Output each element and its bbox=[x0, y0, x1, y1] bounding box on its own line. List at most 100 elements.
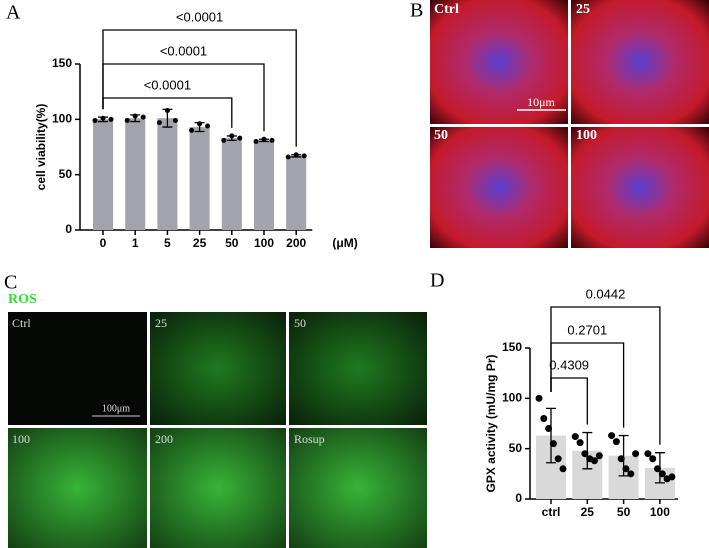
micrograph bbox=[289, 312, 427, 425]
y-axis-label: cell viability(%) bbox=[34, 104, 48, 191]
data-point bbox=[595, 452, 603, 460]
significance-bracket bbox=[550, 306, 661, 445]
p-value-label: 0.2701 bbox=[567, 322, 607, 337]
data-point bbox=[92, 117, 98, 123]
data-point bbox=[608, 432, 616, 440]
p-value-label: 0.4309 bbox=[549, 357, 589, 372]
data-point bbox=[197, 121, 203, 127]
image-label: 100 bbox=[12, 432, 30, 446]
panel-b: Ctrl 25 50 100 10μm bbox=[430, 0, 709, 248]
data-point bbox=[164, 107, 170, 113]
x-tick-label: 100 bbox=[650, 505, 670, 519]
scale-label: 10μm bbox=[527, 95, 555, 109]
data-point bbox=[627, 470, 635, 478]
data-point bbox=[221, 137, 227, 143]
p-value-label: <0.0001 bbox=[144, 77, 191, 92]
panel-letter: B bbox=[410, 0, 423, 22]
bar bbox=[93, 119, 113, 230]
micrograph bbox=[150, 428, 286, 548]
data-point bbox=[576, 439, 584, 447]
data-point bbox=[535, 394, 543, 402]
panel-letter: C bbox=[4, 272, 17, 294]
y-tick-label: 0 bbox=[65, 222, 72, 236]
image-label: 25 bbox=[576, 2, 590, 17]
panel-title: ROS bbox=[8, 292, 37, 307]
y-tick-label: 100 bbox=[52, 112, 72, 126]
data-point bbox=[269, 137, 275, 143]
bar bbox=[157, 118, 178, 230]
y-tick-label: 150 bbox=[52, 56, 72, 70]
data-point bbox=[622, 465, 630, 473]
x-tick-label: 0 bbox=[100, 236, 107, 250]
data-point bbox=[559, 465, 567, 473]
y-tick-label: 0 bbox=[515, 491, 522, 505]
bar bbox=[254, 140, 274, 230]
data-point bbox=[293, 152, 299, 158]
data-point bbox=[554, 455, 562, 463]
data-point bbox=[612, 438, 620, 446]
data-point bbox=[261, 136, 267, 142]
error-bar bbox=[582, 431, 593, 470]
bar bbox=[286, 155, 307, 230]
data-point bbox=[654, 465, 661, 473]
data-point bbox=[132, 113, 138, 119]
data-point bbox=[172, 117, 178, 123]
x-tick-label: 25 bbox=[581, 505, 595, 519]
micrograph bbox=[430, 127, 568, 248]
panel-letter: A bbox=[6, 2, 21, 24]
significance-bracket bbox=[550, 377, 588, 425]
image-label: Rosup bbox=[294, 432, 325, 446]
micrograph bbox=[289, 428, 427, 548]
data-point bbox=[549, 440, 557, 448]
micrograph bbox=[571, 127, 709, 248]
x-tick-label: 50 bbox=[617, 505, 631, 519]
significance-bracket bbox=[102, 29, 297, 147]
y-tick-label: 100 bbox=[502, 391, 522, 405]
image-label: 200 bbox=[155, 432, 173, 446]
y-tick-label: 50 bbox=[509, 441, 523, 455]
micrograph bbox=[8, 312, 147, 425]
panel-c: ROS Ctrl 25 50 100 200 Rosup 100μm bbox=[8, 292, 427, 548]
charts: 0 50 100 150 cell viability(%) (μM) 0 1 5 25 50 100… bbox=[34, 9, 679, 519]
y-tick-label: 150 bbox=[502, 340, 522, 354]
data-point bbox=[581, 450, 589, 458]
p-value-label: <0.0001 bbox=[160, 43, 207, 58]
image-label: 100 bbox=[576, 128, 597, 143]
micrograph bbox=[430, 0, 568, 124]
x-tick-label: 50 bbox=[225, 236, 239, 250]
micrograph bbox=[150, 312, 286, 425]
image-label: 25 bbox=[155, 316, 167, 330]
bar bbox=[125, 118, 146, 230]
data-point bbox=[285, 154, 291, 160]
x-axis-label: (μM) bbox=[332, 236, 357, 250]
data-point bbox=[632, 450, 640, 458]
data-point bbox=[658, 470, 666, 478]
data-point bbox=[253, 138, 259, 144]
image-label: Ctrl bbox=[434, 2, 459, 17]
data-point bbox=[644, 450, 652, 458]
micrograph bbox=[8, 428, 147, 548]
data-point bbox=[229, 133, 235, 139]
x-tick-label: 5 bbox=[164, 236, 171, 250]
data-point bbox=[140, 114, 146, 120]
data-point bbox=[649, 455, 657, 463]
image-label: Ctrl bbox=[12, 316, 31, 330]
image-label: 50 bbox=[294, 316, 306, 330]
data-point bbox=[540, 414, 548, 422]
data-point bbox=[156, 120, 162, 126]
x-tick-label: ctrl bbox=[542, 505, 561, 519]
x-tick-label: 100 bbox=[254, 236, 274, 250]
bar bbox=[189, 127, 210, 230]
data-point bbox=[617, 455, 625, 463]
data-point bbox=[100, 115, 106, 121]
image-label: 50 bbox=[434, 128, 448, 143]
data-point bbox=[668, 473, 676, 481]
data-point bbox=[108, 116, 114, 122]
data-point bbox=[545, 425, 553, 433]
p-value-label: <0.0001 bbox=[176, 9, 223, 24]
error-bar bbox=[546, 407, 556, 464]
scale-label: 100μm bbox=[102, 403, 130, 414]
data-point bbox=[301, 153, 307, 159]
data-point bbox=[237, 135, 243, 141]
